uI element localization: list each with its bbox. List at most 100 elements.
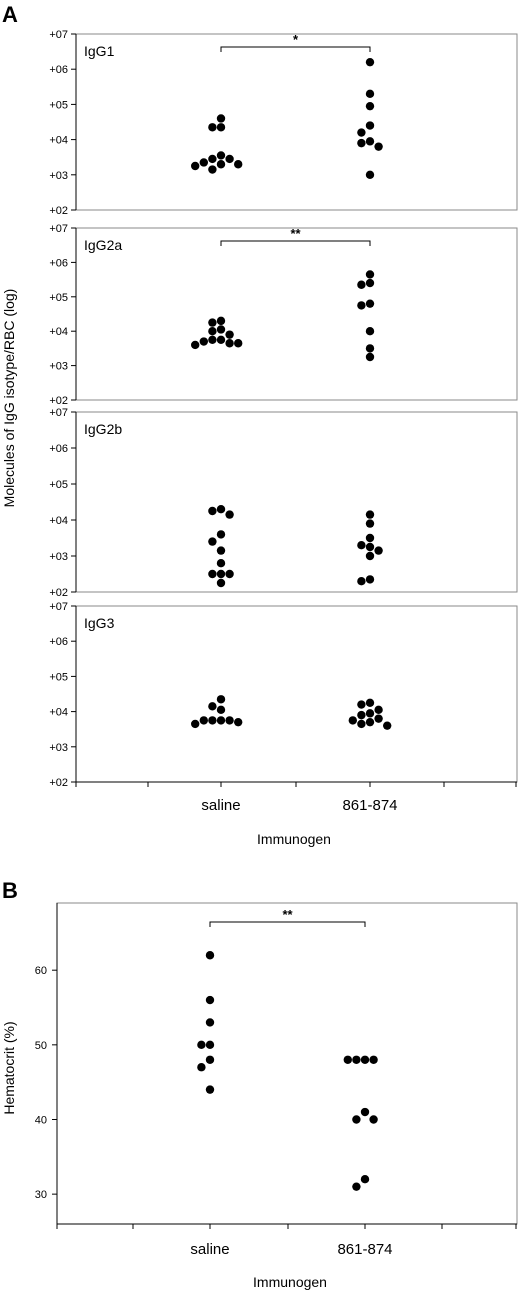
chart-a-igg2a-saline-point-3 xyxy=(208,327,217,336)
chart-a-igg1-861-874-point-2 xyxy=(365,101,375,111)
chart-b-significance-label: ** xyxy=(282,907,293,922)
chart-a-igg1-saline-point-8 xyxy=(234,160,243,169)
chart-a-igg1-y-tick-label: +05 xyxy=(49,99,68,111)
chart-b-861-874-point-2 xyxy=(369,1055,378,1064)
chart-b-y-tick-label: 40 xyxy=(35,1114,47,1126)
chart-b-saline-point-4 xyxy=(197,1040,206,1050)
chart-a-igg2b-y-tick-label: +03 xyxy=(49,551,68,563)
chart-a-igg3-861-874-point-0 xyxy=(365,698,375,707)
chart-a-igg2a-861-874-point-2 xyxy=(357,280,366,289)
chart-a-igg3-861-874-point-4 xyxy=(357,710,366,720)
chart-a-igg2b-y-tick-label: +06 xyxy=(49,443,68,455)
chart-a-igg2b-861-874-point-8 xyxy=(357,577,366,586)
chart-b-saline-point-2 xyxy=(205,1018,215,1027)
chart-a-igg3-y-tick-label: +03 xyxy=(49,742,68,754)
chart-b-861-874-point-8 xyxy=(352,1182,361,1191)
chart-b-x-tick-label-1: 861-874 xyxy=(337,1241,392,1258)
chart-a-igg2b-861-874-point-4 xyxy=(365,542,375,552)
chart-a-igg2b-saline-point-0 xyxy=(216,505,226,514)
chart-b-861-874-point-3 xyxy=(343,1055,352,1064)
chart-a-igg3-saline-point-3 xyxy=(216,716,226,725)
chart-a-igg1-saline-point-9 xyxy=(191,161,200,171)
chart-b-saline-point-3 xyxy=(205,1040,215,1050)
chart-a-igg2a-861-874-point-7 xyxy=(365,352,375,362)
chart-a-igg3-861-874-point-3 xyxy=(365,709,375,718)
chart-a-igg2a-saline-point-1 xyxy=(208,318,217,327)
chart-a-igg3-saline-point-2 xyxy=(216,705,226,715)
chart-a-igg3-y-tick-label: +06 xyxy=(49,636,68,648)
chart-a-igg2a-saline-point-8 xyxy=(225,339,234,348)
chart-a-igg2b-saline-point-1 xyxy=(208,506,217,516)
chart-a-igg2a-861-874-point-4 xyxy=(357,301,366,310)
chart-a-igg1-saline-point-2 xyxy=(208,123,217,132)
chart-a-igg3-panel-label: IgG3 xyxy=(84,615,115,631)
chart-a-igg3-saline-point-1 xyxy=(208,702,217,711)
chart-a-igg2a-y-tick-label: +02 xyxy=(49,395,68,407)
chart-a-igg2a-saline-point-4 xyxy=(225,330,234,339)
chart-b-861-874-point-5 xyxy=(352,1115,361,1124)
chart-b-861-874-point-0 xyxy=(360,1055,370,1064)
chart-a-igg3-861-874-point-6 xyxy=(348,716,357,725)
chart-a-igg1-y-tick-label: +03 xyxy=(49,170,68,182)
chart-a-igg2b-y-tick-label: +05 xyxy=(49,479,68,491)
chart-a-igg2a-861-874-point-1 xyxy=(365,278,375,288)
chart-a-igg2a-saline-point-0 xyxy=(216,316,226,326)
chart-a-igg2b-y-tick-label: +02 xyxy=(49,587,68,599)
chart-a-igg3-861-874-point-9 xyxy=(383,721,392,730)
panel-letter-a: A xyxy=(2,2,18,27)
chart-b-y-tick-label: 50 xyxy=(35,1040,47,1052)
chart-a-igg2a-y-tick-label: +07 xyxy=(49,223,68,235)
chart-a-igg3-861-874-point-2 xyxy=(374,705,383,715)
chart-a-igg3-861-874-point-1 xyxy=(357,700,366,709)
chart-b-x-axis-title: Immunogen xyxy=(253,1274,327,1290)
chart-b-861-874-point-7 xyxy=(360,1175,370,1184)
chart-a-igg2b-panel-label: IgG2b xyxy=(84,421,122,437)
chart-a-igg3-saline-point-5 xyxy=(225,716,234,725)
chart-a-igg1-significance-label: * xyxy=(293,32,299,47)
panel-letter-b: B xyxy=(2,878,18,903)
chart-a-igg1-y-tick-label: +04 xyxy=(49,135,68,147)
chart-b-861-874-point-4 xyxy=(360,1107,370,1117)
chart-a-igg3-saline-point-4 xyxy=(208,716,217,725)
chart-a-igg1-saline-point-6 xyxy=(199,158,208,167)
chart-b-861-874-point-6 xyxy=(369,1115,378,1124)
chart-a-igg2b-saline-point-8 xyxy=(208,569,217,579)
chart-a-igg1-saline-point-0 xyxy=(216,114,226,123)
chart-a-igg2a-plot-frame xyxy=(75,227,518,401)
chart-a-igg1-saline-point-5 xyxy=(225,154,234,164)
chart-a-igg1-saline-point-3 xyxy=(216,151,226,160)
chart-a-igg2a-saline-point-9 xyxy=(234,339,243,348)
chart-b-y-tick-label: 30 xyxy=(35,1189,47,1201)
chart-a-igg2b-plot-frame xyxy=(75,411,518,593)
chart-a-igg1-861-874-point-4 xyxy=(357,128,366,137)
chart-a-igg2b-861-874-point-0 xyxy=(365,510,375,519)
chart-a-igg2a-861-874-point-5 xyxy=(365,327,375,336)
chart-a-igg1-861-874-point-3 xyxy=(365,121,375,130)
chart-b-saline-point-5 xyxy=(205,1055,215,1064)
chart-a-igg2b-saline-point-6 xyxy=(216,559,226,568)
chart-a-igg2b-861-874-point-7 xyxy=(365,575,375,584)
chart-a-igg3-y-tick-label: +04 xyxy=(49,707,68,719)
chart-a-igg2a-y-tick-label: +04 xyxy=(49,326,68,338)
chart-a-y-axis-title: Molecules of IgG isotype/RBC (log) xyxy=(1,289,17,508)
chart-a-igg2a-861-874-point-3 xyxy=(365,299,375,308)
chart-a-igg2a-saline-point-6 xyxy=(208,335,217,344)
chart-a-igg1-861-874-point-1 xyxy=(365,89,375,99)
chart-a-igg3-y-tick-label: +02 xyxy=(49,777,68,789)
chart-b-x-tick-label-0: saline xyxy=(190,1241,229,1258)
chart-a-igg2b-861-874-point-1 xyxy=(365,519,375,528)
chart-a-igg1-panel-label: IgG1 xyxy=(84,43,115,59)
chart-a-igg1-861-874-point-8 xyxy=(365,170,375,179)
chart-a-igg3-saline-point-0 xyxy=(216,695,226,704)
chart-a-igg1-saline-point-10 xyxy=(208,165,217,174)
chart-b-y-tick-label: 60 xyxy=(35,965,47,977)
chart-a-igg2b-saline-point-5 xyxy=(216,546,226,555)
chart-a-igg2b-saline-point-3 xyxy=(216,530,226,539)
chart-b-saline-point-7 xyxy=(205,1085,215,1094)
chart-a-igg1-y-tick-label: +07 xyxy=(49,29,68,41)
chart-b-saline-point-6 xyxy=(197,1063,206,1072)
chart-a-igg1-861-874-point-6 xyxy=(357,138,366,148)
chart-a-igg3-861-874-point-8 xyxy=(357,719,366,729)
chart-a-igg2a-panel-label: IgG2a xyxy=(84,237,122,253)
chart-a-igg1-y-tick-label: +06 xyxy=(49,64,68,76)
